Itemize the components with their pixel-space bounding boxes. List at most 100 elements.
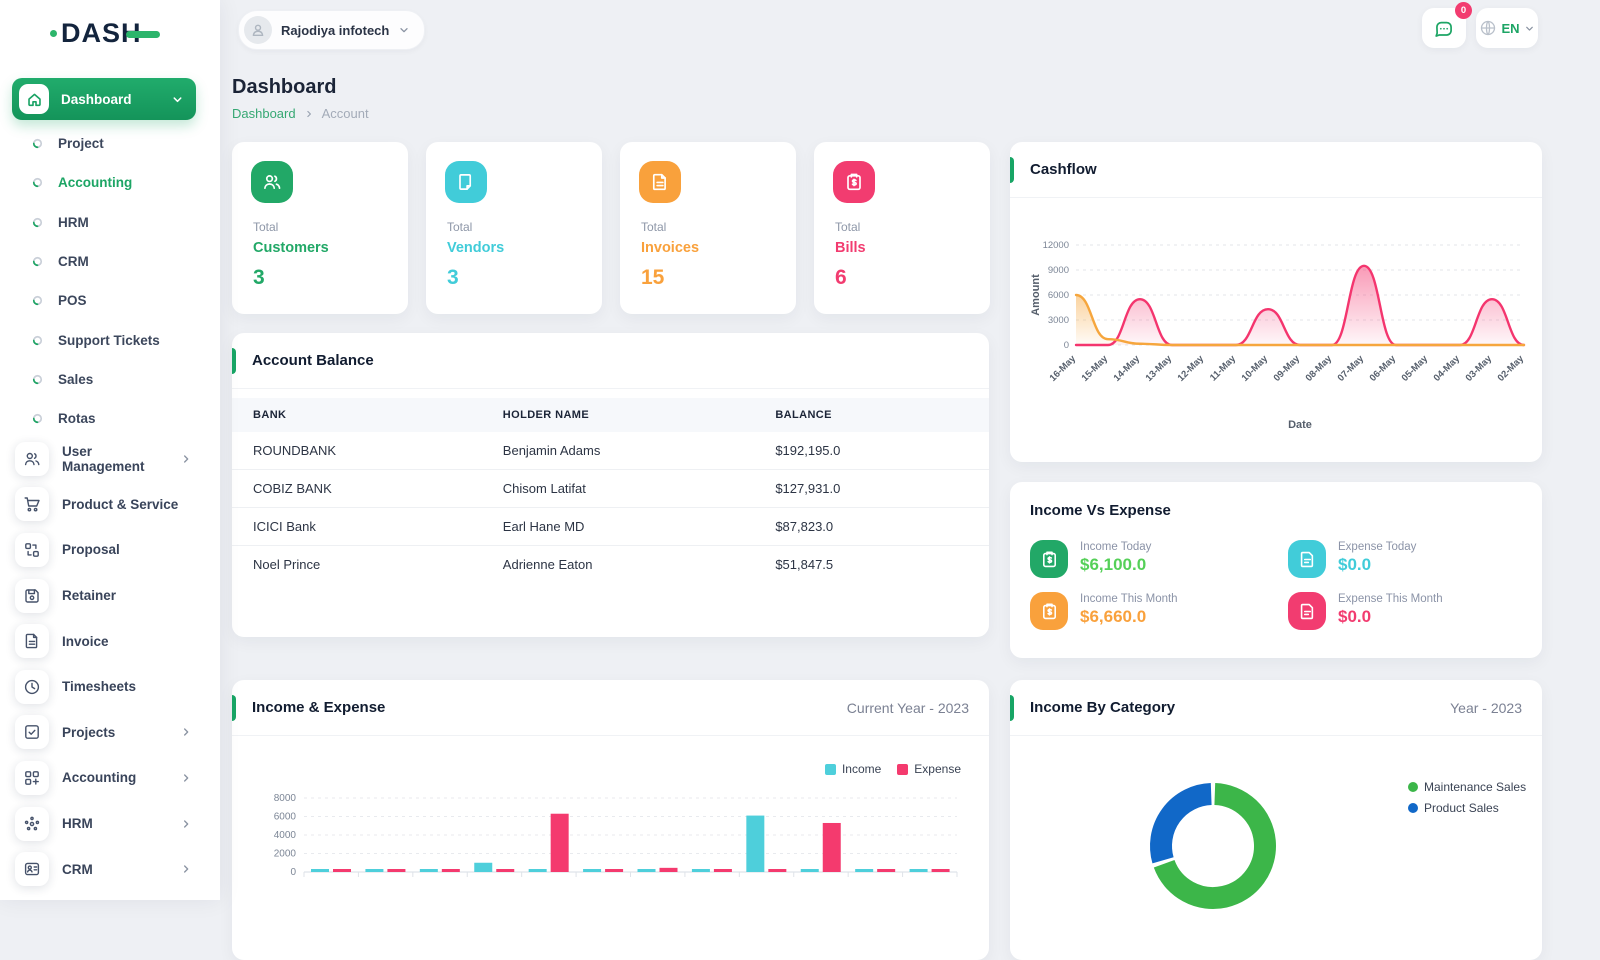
- table-cell: Adrienne Eaton: [502, 557, 593, 572]
- sidebar-item-label: Product & Service: [62, 496, 179, 512]
- sidebar-item-crm[interactable]: CRM: [0, 242, 220, 281]
- chevron-right-icon: [180, 726, 192, 738]
- messages-button[interactable]: 0: [1422, 2, 1472, 48]
- app-logo[interactable]: DASH: [50, 16, 160, 50]
- table-cell: $87,823.0: [754, 507, 989, 546]
- svg-text:16-May: 16-May: [1048, 353, 1079, 384]
- card-title: Account Balance: [252, 352, 374, 369]
- table-cell: $51,847.5: [775, 557, 834, 572]
- summary-label: Expense This Month: [1338, 593, 1443, 605]
- svg-text:15-May: 15-May: [1080, 353, 1111, 384]
- sidebar-item-label: Dashboard: [61, 91, 132, 107]
- sidebar-item-label: CRM: [58, 254, 89, 270]
- sidebar-item-pos[interactable]: POS: [0, 281, 220, 320]
- swap-icon: [15, 532, 49, 567]
- svg-text:09-May: 09-May: [1272, 353, 1303, 384]
- sidebar-item-sales[interactable]: Sales: [0, 360, 220, 399]
- sidebar-item-invoice[interactable]: Invoice: [0, 618, 220, 664]
- svg-text:08-May: 08-May: [1304, 353, 1335, 384]
- income-expense-chart: 0 2000 4000 6000 8000: [274, 793, 958, 878]
- stat-total-label: Total: [253, 220, 279, 234]
- file-icon: [1288, 540, 1326, 578]
- table-cell: ROUNDBANK: [232, 432, 482, 470]
- sidebar-item-support-tickets[interactable]: Support Tickets: [0, 320, 220, 359]
- summary-item-expense-this-month: Expense This Month $0.0: [1288, 592, 1443, 630]
- table-cell: Benjamin Adams: [481, 432, 755, 470]
- legend-item-maintenance-sales: Maintenance Sales: [1408, 780, 1526, 794]
- breadcrumb-dashboard-link[interactable]: Dashboard: [232, 106, 296, 121]
- sidebar-item-projects[interactable]: Projects: [0, 710, 220, 756]
- cashflow-chart: 0 3000 6000 9000 12000 16-May 15-May 14-May 13-M…: [1030, 240, 1527, 431]
- sidebar-item-product-service[interactable]: Product & Service: [0, 482, 220, 528]
- table-cell: $127,931.0: [754, 469, 989, 508]
- sidebar-item-crm[interactable]: CRM: [0, 846, 220, 892]
- language-selector[interactable]: EN: [1476, 8, 1538, 48]
- cashflow-card: Cashflow 0 3000 6000 9000 12000 16-May 15-May 1…: [1010, 142, 1542, 462]
- svg-text:06-May: 06-May: [1368, 353, 1399, 384]
- messages-badge: 0: [1455, 2, 1472, 19]
- sidebar-item-label: POS: [58, 293, 87, 309]
- stat-value: 3: [447, 266, 459, 289]
- summary-value: $6,660.0: [1080, 607, 1147, 626]
- card-accent-bar: [1010, 695, 1014, 721]
- crm-icon: [15, 852, 49, 887]
- sidebar-item-label: Sales: [58, 371, 94, 387]
- card-accent-bar: [232, 695, 236, 721]
- bullet-circle-icon: [32, 413, 43, 424]
- chevron-down-icon: [1524, 23, 1535, 34]
- sidebar-item-timesheets[interactable]: Timesheets: [0, 664, 220, 710]
- chevron-down-icon: [398, 24, 410, 36]
- sidebar-item-project[interactable]: Project: [0, 124, 220, 163]
- logo-dot-icon: [50, 29, 57, 37]
- card-period: Current Year - 2023: [846, 699, 969, 716]
- bullet-circle-icon: [32, 256, 43, 267]
- cart-icon: [15, 487, 49, 522]
- card-title: Income By Category: [1030, 699, 1176, 716]
- sidebar-item-accounting[interactable]: Accounting: [0, 163, 220, 202]
- svg-text:2000: 2000: [274, 849, 297, 860]
- svg-text:11-May: 11-May: [1208, 353, 1239, 384]
- table-row: Noel Prince Adrienne Eaton $51,847.5: [232, 546, 989, 584]
- stat-value: 6: [835, 266, 847, 289]
- sidebar-item-hrm[interactable]: HRM: [0, 203, 220, 242]
- avatar: [244, 16, 272, 44]
- table-row: ROUNDBANK Benjamin Adams $192,195.0: [232, 432, 989, 470]
- legend-swatch: [824, 763, 836, 775]
- stat-card-customers: Total Customers 3: [232, 142, 408, 314]
- summary-value: $0.0: [1338, 607, 1372, 626]
- breadcrumb-current: Account: [321, 106, 369, 121]
- stat-name: Vendors: [447, 240, 505, 256]
- stat-name: Bills: [835, 240, 866, 256]
- svg-text:03-May: 03-May: [1464, 353, 1495, 384]
- table-cell: COBIZ BANK: [232, 469, 482, 508]
- table-cell: Chisom Latifat: [481, 469, 755, 508]
- sidebar-item-hrm[interactable]: HRM: [0, 801, 220, 847]
- users-icon: [251, 161, 293, 203]
- svg-text:0: 0: [290, 867, 296, 878]
- hrm-icon: [15, 806, 49, 841]
- document-icon: [445, 161, 487, 203]
- card-period: Year - 2023: [1450, 699, 1522, 716]
- stat-total-label: Total: [835, 220, 861, 234]
- stat-value: 3: [253, 266, 265, 289]
- summary-label: Income This Month: [1080, 593, 1178, 605]
- sidebar-item-proposal[interactable]: Proposal: [0, 527, 220, 573]
- income-expense-card: Income & Expense Current Year - 2023 Inc…: [232, 680, 989, 960]
- sidebar-item-retainer[interactable]: Retainer: [0, 573, 220, 619]
- svg-text:13-May: 13-May: [1144, 353, 1175, 384]
- table-row: ICICI Bank Earl Hane MD $87,823.0: [232, 507, 989, 546]
- legend-item-product-sales: Product Sales: [1408, 801, 1526, 815]
- svg-text:4000: 4000: [274, 830, 297, 841]
- svg-text:02-May: 02-May: [1496, 353, 1527, 384]
- legend-label: Product Sales: [1424, 801, 1499, 815]
- company-switcher[interactable]: Rajodiya infotech: [238, 10, 426, 50]
- svg-text:6000: 6000: [1048, 290, 1069, 301]
- sidebar-item-user-management[interactable]: User Management: [0, 436, 220, 482]
- sidebar-item-accounting[interactable]: Accounting: [0, 755, 220, 801]
- svg-text:3000: 3000: [1048, 315, 1069, 326]
- sidebar-item-rotas[interactable]: Rotas: [0, 399, 220, 438]
- invoice-icon: [639, 161, 681, 203]
- legend-item-income: Income: [824, 762, 881, 776]
- stat-value: 15: [641, 266, 665, 289]
- sidebar-item-dashboard[interactable]: Dashboard: [12, 78, 196, 120]
